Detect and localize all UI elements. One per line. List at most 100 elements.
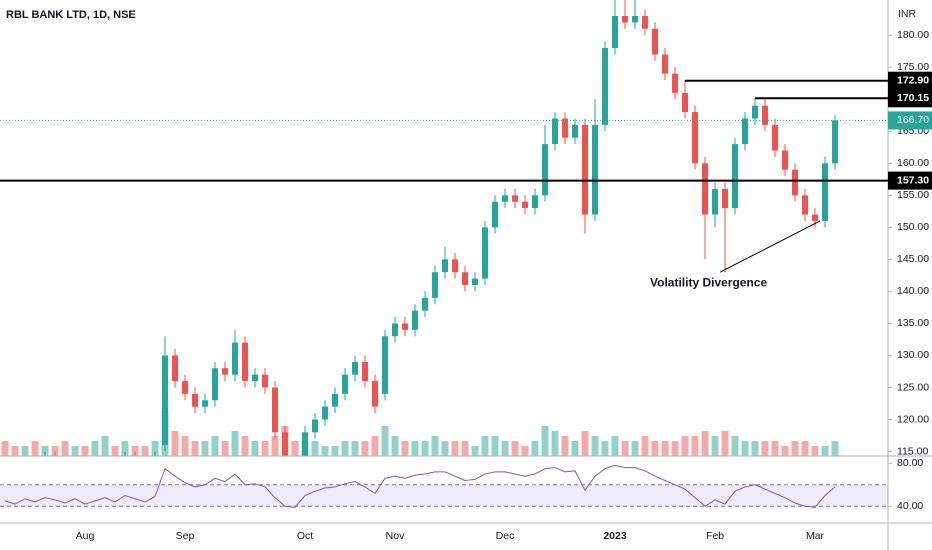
candle-body	[582, 124, 588, 215]
volume-bar	[661, 441, 669, 456]
volume-bar	[291, 441, 299, 456]
candle-body	[272, 387, 278, 433]
volume-bar	[681, 436, 689, 456]
volume-bar	[91, 441, 99, 456]
volume-bar	[461, 441, 469, 456]
candle-body	[472, 278, 478, 285]
volume-bar	[821, 446, 829, 456]
candle-body	[422, 297, 428, 311]
candle-body	[612, 16, 618, 49]
volume-bar	[521, 446, 529, 456]
candle-body	[302, 432, 308, 456]
volume-bar	[371, 436, 379, 456]
candle-body	[622, 16, 628, 23]
volume-bar	[451, 441, 459, 456]
volume-bar	[331, 446, 339, 456]
volume-bar	[631, 441, 639, 456]
candle-body	[732, 144, 738, 209]
candle-body	[192, 393, 198, 407]
y-tick-label: 140.00	[897, 285, 929, 297]
volume-bar	[571, 441, 579, 456]
candle-body	[372, 381, 378, 407]
volume-bar	[441, 441, 449, 456]
volume-bar	[251, 441, 259, 456]
candle-body	[722, 188, 728, 209]
volume-bar	[231, 431, 239, 456]
volume-bar	[81, 446, 89, 456]
volume-bar	[41, 446, 49, 456]
candle-body	[502, 195, 508, 202]
volume-bar	[361, 441, 369, 456]
volume-bar	[181, 436, 189, 456]
volume-bar	[651, 441, 659, 456]
candle-body	[742, 118, 748, 145]
candle-body	[512, 195, 518, 202]
candle-body	[522, 201, 528, 209]
candle-body	[662, 54, 668, 74]
candle-body	[352, 361, 358, 375]
volume-bar	[811, 446, 819, 456]
candle-body	[342, 374, 348, 394]
level-label: 157.30	[897, 174, 929, 186]
rsi-band	[0, 484, 888, 507]
candle-body	[392, 323, 398, 337]
x-tick-label: Nov	[386, 530, 405, 542]
volume-bar	[151, 441, 159, 456]
level-label: 172.90	[897, 74, 929, 86]
candle-body	[482, 227, 488, 279]
level-label-bg	[888, 89, 932, 108]
candle-body	[752, 105, 758, 119]
volume-bar	[61, 441, 69, 456]
volume-bar	[121, 441, 129, 456]
volume-bar	[641, 436, 649, 456]
candle-body	[682, 92, 688, 113]
candle-body	[432, 272, 438, 298]
volume-bar	[351, 441, 359, 456]
volume-bar	[781, 446, 789, 456]
candle-body	[362, 361, 368, 382]
volume-bar	[831, 441, 839, 456]
x-tick-label: Feb	[706, 530, 724, 542]
volume-bar	[721, 431, 729, 456]
volume-bar	[391, 436, 399, 456]
volume-bar	[431, 436, 439, 456]
volume-bar	[471, 446, 479, 456]
rsi-line	[4, 464, 836, 508]
candle-body	[652, 28, 658, 55]
x-tick-label: Mar	[806, 530, 825, 542]
candle-body	[462, 272, 468, 285]
candle-body	[702, 163, 708, 215]
candle-body	[672, 73, 678, 93]
volume-bar	[711, 436, 719, 456]
volume-bar	[411, 441, 419, 456]
candle-body	[182, 381, 188, 394]
candle-body	[202, 400, 208, 407]
candle-body	[332, 393, 338, 407]
candle-body	[322, 406, 328, 420]
candle-body	[452, 259, 458, 273]
candle-body	[382, 336, 388, 394]
volume-bar	[341, 441, 349, 456]
candle-body	[562, 118, 568, 138]
y-tick-label: 155.00	[897, 189, 929, 201]
volume-bar	[271, 436, 279, 456]
volume-bar	[621, 441, 629, 456]
y-tick-label: 150.00	[897, 221, 929, 233]
volume-bar	[321, 446, 329, 456]
volume-bar	[401, 441, 409, 456]
x-tick-label: 2023	[603, 530, 627, 542]
y-tick-label: 175.00	[897, 61, 929, 73]
candle-body	[792, 169, 798, 196]
currency: INR	[898, 8, 917, 20]
overlay: 115.00 120.00 125.00 130.00 135.00 140.00 145.…	[0, 29, 932, 542]
candle-body	[572, 124, 578, 138]
volume-bar	[311, 441, 319, 456]
candle-body	[312, 419, 318, 433]
volume-bar	[691, 436, 699, 456]
volume-bar	[1, 441, 9, 456]
candle-body	[592, 124, 598, 215]
candle-body	[492, 201, 498, 228]
volume-bar	[191, 441, 199, 456]
volume-bar	[491, 436, 499, 456]
volume-bar	[261, 441, 269, 456]
